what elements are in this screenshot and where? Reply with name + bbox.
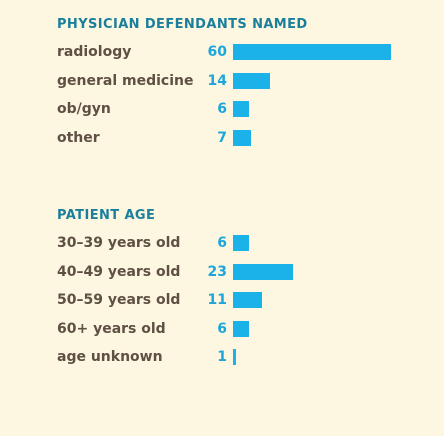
bar-row: ob/gyn 6 xyxy=(0,99,444,119)
category-label: 60+ years old xyxy=(57,321,166,337)
bar xyxy=(233,292,262,308)
bar-row: 40–49 years old 23 xyxy=(0,262,444,282)
category-label: age unknown xyxy=(57,349,163,365)
bar-row: 30–39 years old 6 xyxy=(0,233,444,253)
bar xyxy=(233,101,249,117)
value-label: 7 xyxy=(217,130,227,146)
value-label: 1 xyxy=(217,349,227,365)
category-label: ob/gyn xyxy=(57,101,111,117)
bar-row: radiology 60 xyxy=(0,42,444,62)
value-label: 60 xyxy=(207,44,227,60)
value-label: 6 xyxy=(217,101,227,117)
bar-row: general medicine 14 xyxy=(0,71,444,91)
bar-row: 50–59 years old 11 xyxy=(0,290,444,310)
value-label: 6 xyxy=(217,321,227,337)
bar xyxy=(233,349,236,365)
bar xyxy=(233,235,249,251)
bar-row: age unknown 1 xyxy=(0,347,444,367)
value-label: 14 xyxy=(207,73,227,89)
category-label: 40–49 years old xyxy=(57,264,181,280)
value-label: 6 xyxy=(217,235,227,251)
category-label: radiology xyxy=(57,44,132,60)
bar xyxy=(233,264,293,280)
category-label: general medicine xyxy=(57,73,194,89)
bar xyxy=(233,321,249,337)
bar xyxy=(233,44,391,60)
category-label: 50–59 years old xyxy=(57,292,181,308)
category-label: 30–39 years old xyxy=(57,235,181,251)
chart-title: PHYSICIAN DEFENDANTS NAMED xyxy=(57,17,308,32)
bar-row: 60+ years old 6 xyxy=(0,319,444,339)
bar-row: other 7 xyxy=(0,128,444,148)
value-label: 23 xyxy=(207,264,227,280)
bar xyxy=(233,130,251,146)
bar xyxy=(233,73,270,89)
chart-title: PATIENT AGE xyxy=(57,208,156,223)
category-label: other xyxy=(57,130,100,146)
value-label: 11 xyxy=(207,292,227,308)
